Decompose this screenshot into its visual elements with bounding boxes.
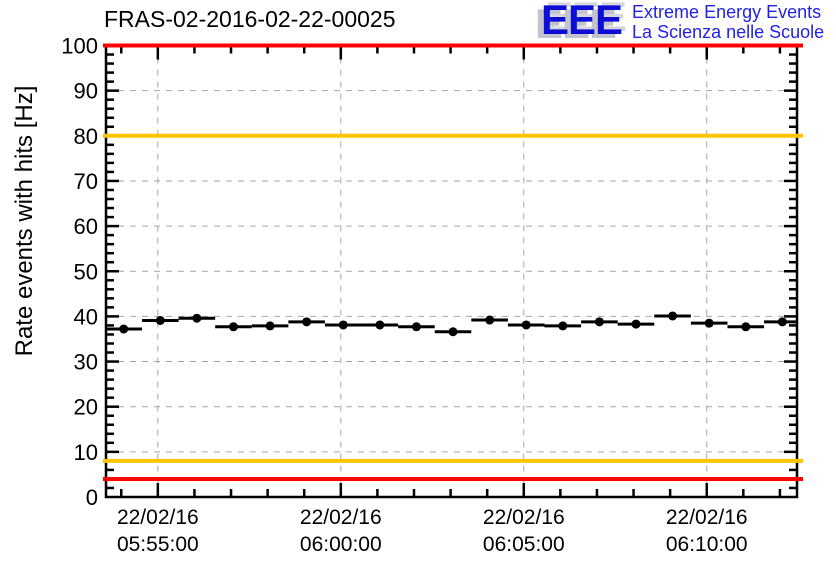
- data-point: [594, 317, 604, 327]
- y-tick-label: 0: [86, 485, 98, 510]
- data-point: [448, 327, 458, 337]
- plot-frame: [104, 44, 799, 499]
- y-tick-label: 20: [74, 395, 98, 420]
- x-tick-label-time: 06:05:00: [483, 533, 565, 556]
- y-tick-label: 10: [74, 440, 98, 465]
- y-tick-label: 60: [74, 214, 98, 239]
- y-tick-label: 100: [61, 34, 98, 59]
- data-point: [631, 319, 641, 329]
- data-point: [375, 320, 385, 330]
- data-point: [119, 324, 129, 334]
- data-point: [558, 321, 568, 331]
- data-point: [521, 320, 531, 330]
- data-point: [741, 322, 751, 332]
- x-tick-label-date: 22/02/16: [117, 506, 199, 529]
- data-point: [228, 322, 238, 332]
- data-point: [704, 318, 714, 328]
- data-point: [668, 311, 678, 321]
- data-point: [155, 315, 165, 325]
- x-tick-label-date: 22/02/16: [666, 506, 748, 529]
- x-tick-label-date: 22/02/16: [300, 506, 382, 529]
- y-tick-label: 80: [74, 124, 98, 149]
- x-tick-label-time: 06:10:00: [666, 533, 748, 556]
- y-tick-label: 70: [74, 169, 98, 194]
- x-tick-label-time: 05:55:00: [117, 533, 199, 556]
- y-tick-label: 30: [74, 350, 98, 375]
- logo-tagline-2: La Scienza nelle Scuole: [632, 22, 825, 42]
- data-point: [192, 313, 202, 323]
- page-title: FRAS-02-2016-02-22-00025: [104, 6, 396, 32]
- data-point: [411, 322, 421, 332]
- eee-logo-taglines: Extreme Energy Events La Scienza nelle S…: [632, 0, 824, 43]
- x-tick-label-time: 06:00:00: [300, 533, 382, 556]
- data-point: [338, 320, 348, 330]
- y-tick-label: 40: [74, 304, 98, 329]
- data-point: [265, 321, 275, 331]
- eee-logo: EEE Extreme Energy Events La Scienza nel…: [541, 0, 824, 43]
- y-axis-title: Rate events with hits [Hz]: [11, 85, 38, 357]
- data-point: [302, 317, 312, 327]
- logo-tagline-1: Extreme Energy Events: [632, 2, 822, 22]
- data-point: [777, 317, 787, 327]
- eee-logo-acronym: EEE: [541, 0, 623, 43]
- y-tick-label: 90: [74, 79, 98, 104]
- x-tick-label-date: 22/02/16: [483, 506, 565, 529]
- y-tick-label: 50: [74, 259, 98, 284]
- data-point: [485, 315, 495, 325]
